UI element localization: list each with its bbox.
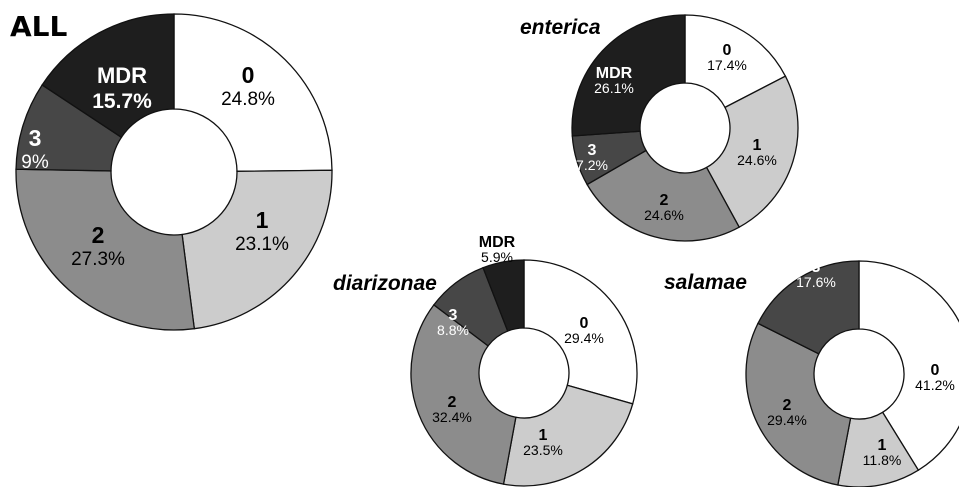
category-label-enterica-3: 3	[588, 142, 597, 159]
percent-label-diarizonae-0: 29.4%	[564, 330, 604, 346]
slice-enterica-1	[705, 75, 799, 229]
slice-salamae-3	[757, 260, 860, 355]
chart-title-salamae: salamae	[664, 271, 747, 294]
slice-salamae-0	[858, 260, 959, 472]
percent-label-all-3: 9%	[21, 152, 49, 173]
percent-label-all-1: 23.1%	[235, 234, 289, 255]
slice-diarizonae-1	[502, 384, 634, 487]
percent-label-all-mdr: 15.7%	[92, 90, 152, 113]
category-label-all-1: 1	[256, 207, 269, 233]
category-label-salamae-2: 2	[783, 397, 792, 414]
category-label-salamae-1: 1	[878, 437, 887, 454]
category-label-diarizonae-1: 1	[539, 427, 548, 444]
category-label-diarizonae-3: 3	[449, 307, 458, 324]
percent-label-enterica-2: 24.6%	[644, 207, 684, 223]
percent-label-enterica-3: 7.2%	[576, 157, 608, 173]
percent-label-diarizonae-mdr: 5.9%	[481, 249, 513, 265]
percent-label-enterica-1: 24.6%	[737, 152, 777, 168]
percent-label-salamae-0: 41.2%	[915, 377, 955, 393]
slice-all-0	[173, 13, 333, 172]
category-label-enterica-0: 0	[723, 42, 732, 59]
slice-diarizonae-0	[523, 259, 638, 405]
chart-title-all: ALL	[10, 10, 68, 43]
slice-all-1	[181, 169, 333, 330]
category-label-all-mdr: MDR	[97, 63, 147, 88]
percent-label-all-2: 27.3%	[71, 249, 125, 270]
category-label-all-3: 3	[29, 125, 42, 151]
percent-label-all-0: 24.8%	[221, 89, 275, 110]
category-label-salamae-0: 0	[931, 362, 940, 379]
chart-title-diarizonae: diarizonae	[333, 272, 437, 295]
slice-all-2	[15, 168, 196, 331]
percent-label-enterica-mdr: 26.1%	[594, 80, 634, 96]
category-label-diarizonae-2: 2	[448, 394, 457, 411]
slice-enterica-0	[684, 14, 787, 109]
percent-label-enterica-0: 17.4%	[707, 57, 747, 73]
slice-salamae-2	[745, 322, 852, 486]
percent-label-salamae-3: 17.6%	[796, 274, 836, 290]
category-label-enterica-mdr: MDR	[596, 65, 633, 82]
percent-label-diarizonae-3: 8.8%	[437, 322, 469, 338]
titles-layer: ALL enterica diarizonae salamae	[10, 10, 747, 295]
category-label-salamae-3: 3	[812, 259, 821, 276]
slice-diarizonae-mdr	[482, 259, 525, 332]
slice-enterica-2	[586, 149, 741, 242]
slice-diarizonae-2	[410, 303, 517, 485]
slices-layer	[15, 13, 959, 487]
category-label-diarizonae-0: 0	[580, 315, 589, 332]
category-label-all-0: 0	[242, 62, 255, 88]
category-label-all-2: 2	[92, 222, 105, 248]
percent-label-salamae-2: 29.4%	[767, 412, 807, 428]
chart-title-enterica: enterica	[520, 16, 601, 39]
slice-all-mdr	[41, 13, 175, 139]
slice-enterica-mdr	[571, 14, 686, 137]
percent-label-diarizonae-1: 23.5%	[523, 442, 563, 458]
category-label-diarizonae-mdr: MDR	[479, 234, 516, 251]
labels-layer: 024.8%123.1%227.3%39%MDR15.7%017.4%124.6…	[21, 42, 955, 468]
category-label-enterica-2: 2	[660, 192, 669, 209]
percent-label-diarizonae-2: 32.4%	[432, 409, 472, 425]
category-label-enterica-1: 1	[753, 137, 762, 154]
percent-label-salamae-1: 11.8%	[863, 452, 902, 468]
